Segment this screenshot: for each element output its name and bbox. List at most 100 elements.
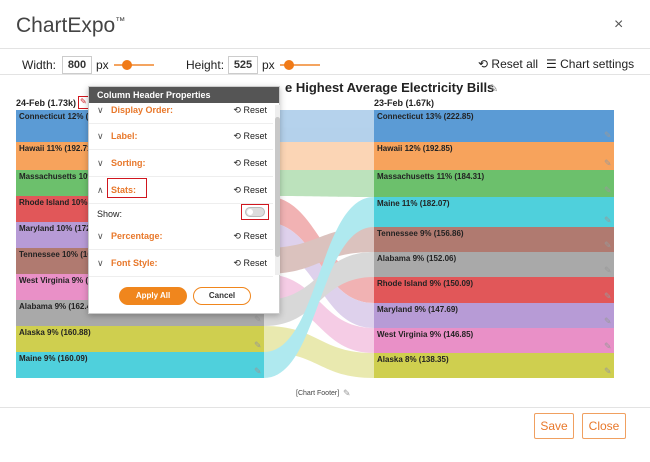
save-button[interactable]: Save [534, 413, 574, 439]
property-row[interactable]: ∨ Percentage: ⟲ Reset [89, 223, 273, 250]
reset-icon: ⟲ [233, 158, 241, 168]
show-toggle[interactable] [245, 207, 265, 217]
edit-pencil-icon: ✎ [80, 97, 87, 106]
left-column-header: 24-Feb (1.73k) [16, 98, 77, 108]
property-row[interactable]: ∧ Stats: ⟲ Reset [89, 177, 273, 204]
right-bar[interactable]: Hawaii 12% (192.85) [374, 142, 614, 170]
right-column-header: 23-Feb (1.67k) [374, 98, 435, 108]
app-brand: ChartExpo™ [16, 14, 126, 37]
right-bar-edit-icon[interactable]: ✎ [604, 130, 612, 140]
width-input[interactable]: 800 [62, 56, 92, 74]
flow-ribbon [264, 170, 374, 197]
property-row[interactable]: ∨ Display Order: ⟲ Reset [89, 97, 273, 124]
flow-ribbon [264, 227, 374, 274]
reset-all-button[interactable]: ⟲ Reset all [478, 57, 539, 71]
right-bar[interactable]: Maine 11% (182.07) [374, 197, 614, 227]
left-bar-edit-icon[interactable]: ✎ [254, 314, 262, 324]
close-button[interactable]: Close [582, 413, 626, 439]
flow-ribbon [264, 222, 374, 328]
left-bar-edit-icon[interactable]: ✎ [254, 340, 262, 350]
apply-all-button[interactable]: Apply All [119, 287, 187, 305]
right-bar[interactable]: Alabama 9% (152.06) [374, 252, 614, 277]
column-header-properties-panel: Column Header Properties ∨ Display Order:… [88, 86, 280, 314]
settings-sliders-icon: ☰ [546, 57, 557, 71]
right-bar-edit-icon[interactable]: ✎ [604, 185, 612, 195]
flow-ribbon [264, 197, 374, 378]
right-bar[interactable]: Alaska 8% (138.35) [374, 353, 614, 378]
right-bar-edit-icon[interactable]: ✎ [604, 291, 612, 301]
stats-highlight [107, 178, 147, 198]
left-bar[interactable]: Alaska 9% (160.88) [16, 326, 264, 352]
right-bar[interactable]: Connecticut 13% (222.85) [374, 110, 614, 142]
reset-button[interactable]: ⟲ Reset [233, 158, 267, 168]
show-label: Show: [97, 209, 123, 219]
flow-ribbon [264, 142, 374, 170]
property-name: Sorting: [111, 158, 146, 168]
property-name: Percentage: [111, 231, 163, 241]
panel-scroll-thumb[interactable] [275, 117, 280, 257]
edit-footer-icon[interactable]: ✎ [343, 388, 351, 398]
right-bar[interactable]: Tennessee 9% (156.86) [374, 227, 614, 252]
chevron-icon: ∨ [97, 258, 104, 268]
reset-icon: ⟲ [233, 185, 241, 195]
left-bar[interactable]: Maine 9% (160.09) [16, 352, 264, 378]
reset-button[interactable]: ⟲ Reset [233, 185, 267, 195]
cancel-button[interactable]: Cancel [193, 287, 251, 305]
reset-icon: ⟲ [478, 57, 489, 71]
right-bar-edit-icon[interactable]: ✎ [604, 316, 612, 326]
right-bar[interactable]: West Virginia 9% (146.85) [374, 328, 614, 353]
width-slider[interactable] [114, 64, 154, 66]
reset-button[interactable]: ⟲ Reset [233, 258, 267, 268]
reset-icon: ⟲ [233, 105, 241, 115]
property-name: Label: [111, 131, 138, 141]
right-bar[interactable]: Massachusetts 11% (184.31) [374, 170, 614, 197]
flow-ribbon [264, 196, 374, 303]
reset-icon: ⟲ [233, 258, 241, 268]
property-name: Display Order: [111, 105, 174, 115]
left-bar-edit-icon[interactable]: ✎ [254, 366, 262, 376]
chart-footer: [Chart Footer] [296, 390, 340, 397]
height-slider[interactable] [280, 64, 320, 66]
reset-icon: ⟲ [233, 231, 241, 241]
panel-title: Column Header Properties [89, 87, 279, 103]
chevron-icon: ∨ [97, 105, 104, 115]
right-bar-edit-icon[interactable]: ✎ [604, 265, 612, 275]
close-icon[interactable]: × [614, 16, 624, 33]
right-bar[interactable]: Rhode Island 9% (150.09) [374, 277, 614, 303]
reset-button[interactable]: ⟲ Reset [233, 131, 267, 141]
flow-ribbon [264, 252, 374, 326]
height-slider-knob[interactable] [284, 60, 294, 70]
right-bar-edit-icon[interactable]: ✎ [604, 158, 612, 168]
right-bar-edit-icon[interactable]: ✎ [604, 240, 612, 250]
chevron-icon: ∨ [97, 158, 104, 168]
reset-button[interactable]: ⟲ Reset [233, 231, 267, 241]
reset-button[interactable]: ⟲ Reset [233, 105, 267, 115]
right-bar[interactable]: Maryland 9% (147.69) [374, 303, 614, 328]
chevron-icon: ∧ [97, 185, 104, 195]
height-label: Height: [186, 58, 225, 72]
flow-ribbon [264, 274, 374, 353]
property-name: Stats: [111, 185, 137, 195]
property-row[interactable]: ∨ Sorting: ⟲ Reset [89, 150, 273, 177]
right-bar-edit-icon[interactable]: ✎ [604, 215, 612, 225]
width-label: Width: [22, 58, 57, 72]
show-toggle-highlight [241, 204, 269, 220]
show-toggle-knob [247, 209, 253, 215]
reset-icon: ⟲ [233, 131, 241, 141]
chart-settings-button[interactable]: ☰ Chart settings [546, 57, 635, 71]
flow-ribbon [264, 326, 374, 378]
property-name: Font Style: [111, 258, 158, 268]
right-bar-edit-icon[interactable]: ✎ [604, 341, 612, 351]
height-unit: px [262, 58, 275, 72]
property-row[interactable]: ∨ Label: ⟲ Reset [89, 123, 273, 150]
width-unit: px [96, 58, 109, 72]
flow-ribbon [264, 110, 374, 142]
right-bar-edit-icon[interactable]: ✎ [604, 366, 612, 376]
chevron-icon: ∨ [97, 231, 104, 241]
edit-title-icon[interactable]: ✎ [489, 83, 499, 95]
height-input[interactable]: 525 [228, 56, 258, 74]
chart-title: e Highest Average Electricity Bills [285, 80, 495, 95]
width-slider-knob[interactable] [122, 60, 132, 70]
property-row[interactable]: ∨ Font Style: ⟲ Reset [89, 250, 273, 277]
